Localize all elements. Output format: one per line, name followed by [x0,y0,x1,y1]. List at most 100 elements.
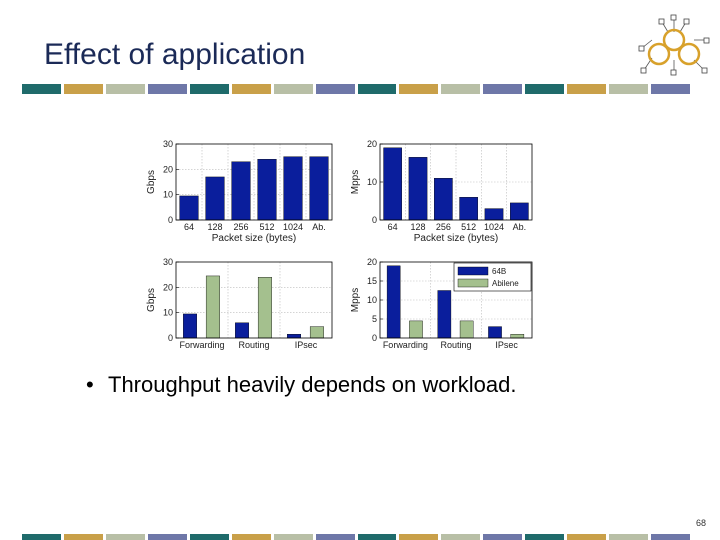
x-tick-label: Forwarding [179,340,224,350]
bar [408,157,428,221]
bar [205,275,220,339]
x-tick-label: Routing [238,340,269,350]
x-tick-label: Forwarding [383,340,428,350]
bar [205,176,225,221]
stripe-segment [441,84,481,94]
stripe-segment [105,84,145,94]
stripe-segment [315,84,355,94]
y-tick-label: 10 [367,177,377,187]
bar [235,322,249,339]
y-tick-label: 0 [168,333,173,343]
bar [488,326,502,339]
y-axis-label: Gbps [146,288,157,312]
stripe-segment [22,534,61,540]
bar [459,320,474,339]
legend-label: Abilene [492,279,519,288]
stripe-segment [357,84,397,94]
bar [434,178,453,221]
x-tick-label: 1024 [484,222,504,232]
bar [283,156,303,221]
stripe-segment [105,534,145,540]
stripe-segment [399,534,439,540]
bullet-text: Throughput heavily depends on workload. [108,372,517,397]
legend-swatch [457,266,489,276]
x-tick-label: 64 [184,222,194,232]
x-axis-label: Packet size (bytes) [414,233,498,244]
mpps-by-packet-size-chart: 0 10 20 64 128 256 512 1024 Ab. Mpps Packet size (… [350,139,533,244]
y-tick-label: 5 [372,314,377,324]
x-tick-label: IPsec [295,340,318,350]
x-tick-label: 512 [461,222,476,232]
y-tick-label: 20 [163,282,173,292]
bar [231,161,251,221]
stripe-segment [651,534,690,540]
x-tick-label: IPsec [495,340,518,350]
bar [510,333,525,339]
stripe-segment [147,534,187,540]
stripe-segment [609,84,649,94]
stripe-segment [189,84,229,94]
x-tick-label: 64 [388,222,398,232]
mpps-by-application-chart: 0 5 10 15 20 Forwarding Routing IPsec Mpps 64B Abi… [350,257,533,350]
x-tick-label: 256 [436,222,451,232]
stripe-segment [441,534,481,540]
x-tick-label: 1024 [283,222,303,232]
bar [510,202,529,221]
stripe-segment [273,84,313,94]
bar [309,326,324,339]
y-axis-label: Gbps [146,170,157,194]
stripe-segment [22,84,61,94]
y-tick-label: 20 [367,257,377,267]
bar [484,208,504,221]
bar [409,320,423,339]
stripe-segment [315,534,355,540]
stripe-segment [483,84,523,94]
bar [437,290,452,339]
stripe-segment [231,84,271,94]
bullet-marker: • [86,372,94,397]
y-tick-label: 20 [163,164,173,174]
x-tick-label: Ab. [513,222,527,232]
y-tick-label: 20 [367,139,377,149]
stripe-segment [189,534,229,540]
gbps-by-packet-size-chart: 0 10 20 30 64 128 256 512 1024 Ab. Gbps Packet size… [146,139,333,244]
x-tick-label: 256 [233,222,248,232]
y-tick-label: 15 [367,276,377,286]
top-color-stripe [22,84,690,94]
stripe-segment [273,534,313,540]
stripe-segment [63,534,103,540]
stripe-segment [231,534,271,540]
bar [383,147,402,221]
x-tick-label: 512 [259,222,274,232]
bar [183,313,197,339]
gbps-by-application-chart: 0 10 20 30 Forwarding Routing IPsec Gbps [146,257,333,350]
x-tick-label: Ab. [312,222,326,232]
network-logo-icon [638,14,710,76]
plot-frame [175,143,333,221]
legend-label: 64B [492,267,506,276]
y-tick-label: 10 [163,308,173,318]
stripe-segment [63,84,103,94]
stripe-segment [567,84,607,94]
stripe-segment [651,84,690,94]
y-tick-label: 30 [163,139,173,149]
x-tick-label: Routing [440,340,471,350]
x-axis-label: Packet size (bytes) [212,233,296,244]
stripe-segment [525,534,565,540]
stripe-segment [525,84,565,94]
page-number: 68 [695,518,706,528]
legend-swatch [457,278,489,288]
bar [287,333,301,339]
y-tick-label: 10 [163,190,173,200]
bottom-color-stripe [22,534,690,540]
y-tick-label: 10 [367,295,377,305]
bar [257,159,277,221]
bar [459,197,478,221]
plot-frame [175,261,333,339]
bar [257,277,272,339]
stripe-segment [357,534,397,540]
bullet-point: • Throughput heavily depends on workload. [86,372,517,398]
bar [309,156,329,221]
y-tick-label: 0 [372,333,377,343]
slide-title: Effect of application [44,38,306,71]
